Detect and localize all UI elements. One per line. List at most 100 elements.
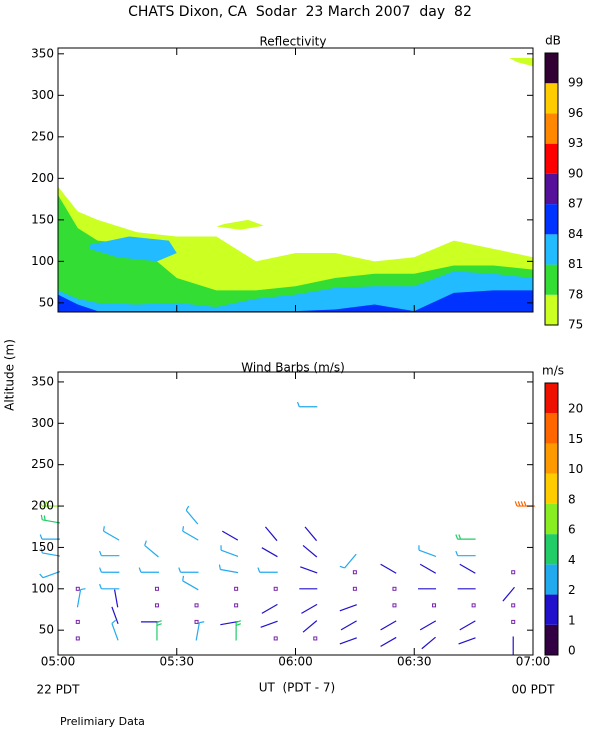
- colorbar-band: [545, 143, 558, 174]
- colorbar-band: [545, 383, 558, 414]
- colorbar-label: 1: [568, 613, 576, 627]
- colorbar-label: 10: [568, 462, 583, 476]
- colorbar-band: [545, 264, 558, 295]
- y-tick-label: 200: [31, 499, 54, 513]
- colorbar-label: 75: [568, 318, 583, 332]
- wind-barb: [185, 505, 199, 525]
- wind-barb: [419, 563, 437, 574]
- wind-barb: [111, 619, 119, 641]
- calm-marker: [471, 603, 476, 608]
- calm-marker: [154, 603, 159, 608]
- wind-barb: [261, 547, 278, 558]
- calm-marker: [234, 586, 239, 591]
- contour-patch: [89, 236, 177, 262]
- colorbar-label: 87: [568, 197, 583, 211]
- wind-barb: [178, 567, 199, 573]
- x-tick-label: 07:00: [516, 655, 551, 669]
- colorbar-label: 81: [568, 257, 583, 271]
- calm-marker: [75, 619, 80, 624]
- colorbar-band: [545, 83, 558, 114]
- y-tick-label: 50: [39, 295, 54, 309]
- wind-barb: [182, 575, 199, 591]
- wind-barb: [99, 550, 120, 557]
- wind-barb: [39, 534, 60, 540]
- wind-barb: [156, 620, 162, 641]
- wind-barb: [339, 637, 357, 645]
- wind-barb: [261, 603, 278, 614]
- calm-marker: [273, 636, 278, 641]
- wind-barb: [114, 589, 119, 608]
- calm-marker: [194, 603, 199, 608]
- wind-barb: [99, 583, 120, 590]
- wind-barb: [459, 563, 476, 574]
- plot-frame: [57, 371, 534, 656]
- colorbar-label: 78: [568, 287, 583, 301]
- calm-marker: [511, 603, 516, 608]
- panel-title: Wind Barbs (m/s): [241, 361, 345, 375]
- calm-marker: [154, 586, 159, 591]
- colorbar-label: 0: [568, 644, 576, 658]
- contour-patch: [216, 219, 264, 230]
- y-tick-label: 100: [31, 581, 54, 595]
- wind-barb: [76, 588, 86, 608]
- colorbar-label: 2: [568, 583, 576, 597]
- wind-barb: [144, 540, 159, 558]
- x-tick-label: 05:00: [41, 655, 76, 669]
- y-tick-label: 350: [31, 374, 54, 388]
- wind-barb: [264, 526, 278, 542]
- wind-barb: [195, 621, 205, 641]
- colorbar-frame: [544, 382, 559, 656]
- x-end-note: 00 PDT: [512, 683, 556, 697]
- wind-barb: [40, 547, 61, 557]
- x-start-note: 22 PDT: [37, 683, 81, 697]
- contour-patch: [509, 57, 533, 67]
- colorbar-band: [545, 624, 558, 655]
- wind-barb: [339, 553, 357, 569]
- x-tick-label: 06:30: [397, 655, 432, 669]
- colorbar-band: [545, 413, 558, 444]
- calm-marker: [511, 570, 516, 575]
- colorbar-label: 84: [568, 227, 583, 241]
- panel-title: Reflectivity: [259, 35, 326, 49]
- wind-barb: [301, 603, 318, 614]
- colorbar-band: [545, 503, 558, 535]
- wind-barb: [296, 401, 318, 408]
- wind-barb: [218, 564, 239, 574]
- colorbar-label: 96: [568, 106, 583, 120]
- wind-barb: [220, 545, 239, 557]
- wind-barb: [138, 567, 159, 573]
- wind-barb: [304, 526, 318, 542]
- wind-barb: [302, 620, 318, 633]
- wind-barb: [221, 530, 239, 541]
- colorbar-band: [545, 294, 558, 325]
- wind-barb: [182, 526, 199, 541]
- colorbar-band: [545, 594, 558, 625]
- calm-marker: [511, 619, 516, 624]
- wind-barb: [235, 620, 242, 641]
- wind-barb: [458, 637, 476, 645]
- colorbar-label: 90: [568, 166, 583, 180]
- wind-barb: [502, 586, 515, 602]
- x-tick-label: 06:00: [278, 655, 313, 669]
- wind-barb: [99, 567, 120, 573]
- wind-barb: [380, 563, 397, 574]
- wind-barb: [455, 550, 476, 557]
- wind-barb: [421, 636, 436, 650]
- footer-note: Prelimiary Data: [60, 715, 145, 728]
- colorbar-label: 4: [568, 553, 576, 567]
- colorbar-frame: [544, 52, 559, 326]
- colorbar-band: [545, 564, 558, 595]
- wind-barb: [111, 606, 119, 624]
- y-tick-label: 350: [31, 46, 54, 60]
- y-tick-label: 100: [31, 254, 54, 268]
- y-tick-label: 300: [31, 416, 54, 430]
- wind-barb: [459, 620, 476, 631]
- wind-barb: [380, 636, 397, 647]
- contour-band: [58, 194, 533, 312]
- colorbar-unit: dB: [545, 34, 561, 48]
- y-tick-label: 150: [31, 540, 54, 554]
- colorbar-label: 15: [568, 432, 583, 446]
- wind-barb: [380, 620, 397, 631]
- calm-marker: [392, 603, 397, 608]
